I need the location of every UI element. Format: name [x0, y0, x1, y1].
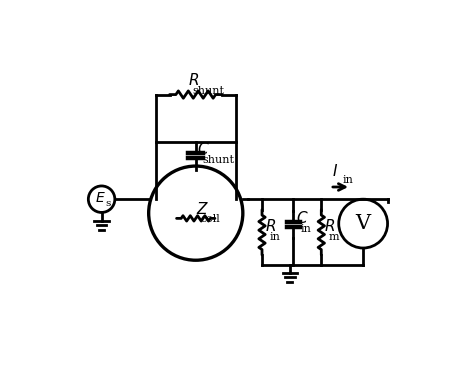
Text: cell: cell	[201, 214, 221, 224]
Text: in: in	[342, 175, 353, 185]
Text: shunt: shunt	[193, 86, 225, 96]
Text: $R$: $R$	[188, 72, 199, 88]
Text: $E$: $E$	[95, 191, 106, 205]
Text: V: V	[356, 214, 371, 233]
Text: s: s	[106, 199, 111, 208]
Text: shunt: shunt	[202, 155, 234, 165]
Text: $C$: $C$	[198, 142, 210, 157]
Text: $Z$: $Z$	[197, 201, 210, 217]
Text: $R$: $R$	[265, 218, 276, 234]
Text: $C$: $C$	[296, 210, 309, 226]
Text: in: in	[301, 224, 311, 234]
Text: $I$: $I$	[332, 163, 338, 179]
Text: m: m	[328, 232, 339, 242]
Text: $R$: $R$	[324, 218, 335, 234]
Text: in: in	[270, 232, 280, 242]
